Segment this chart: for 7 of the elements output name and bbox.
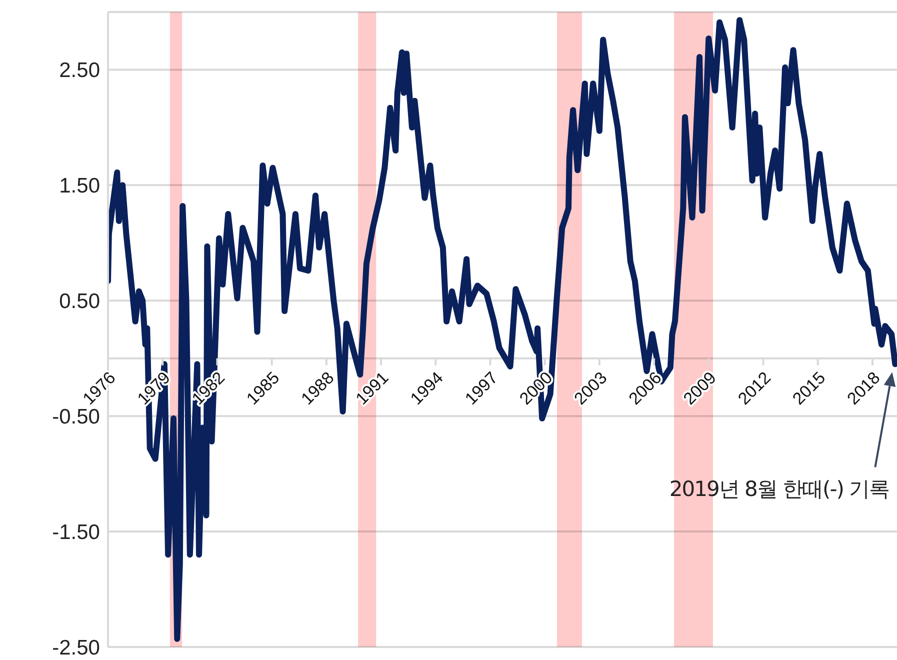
annotation: 2019년 8월 한때(-) 기록: [669, 477, 890, 502]
y-tick-label: 0.50: [59, 290, 100, 314]
y-tick-label: -1.50: [52, 521, 100, 544]
y-tick-label: 2.50: [59, 59, 100, 82]
y-tick-label: -2.50: [52, 636, 100, 660]
y-tick-label: -0.50: [52, 406, 100, 429]
y-tick-label: 1.50: [59, 174, 100, 198]
